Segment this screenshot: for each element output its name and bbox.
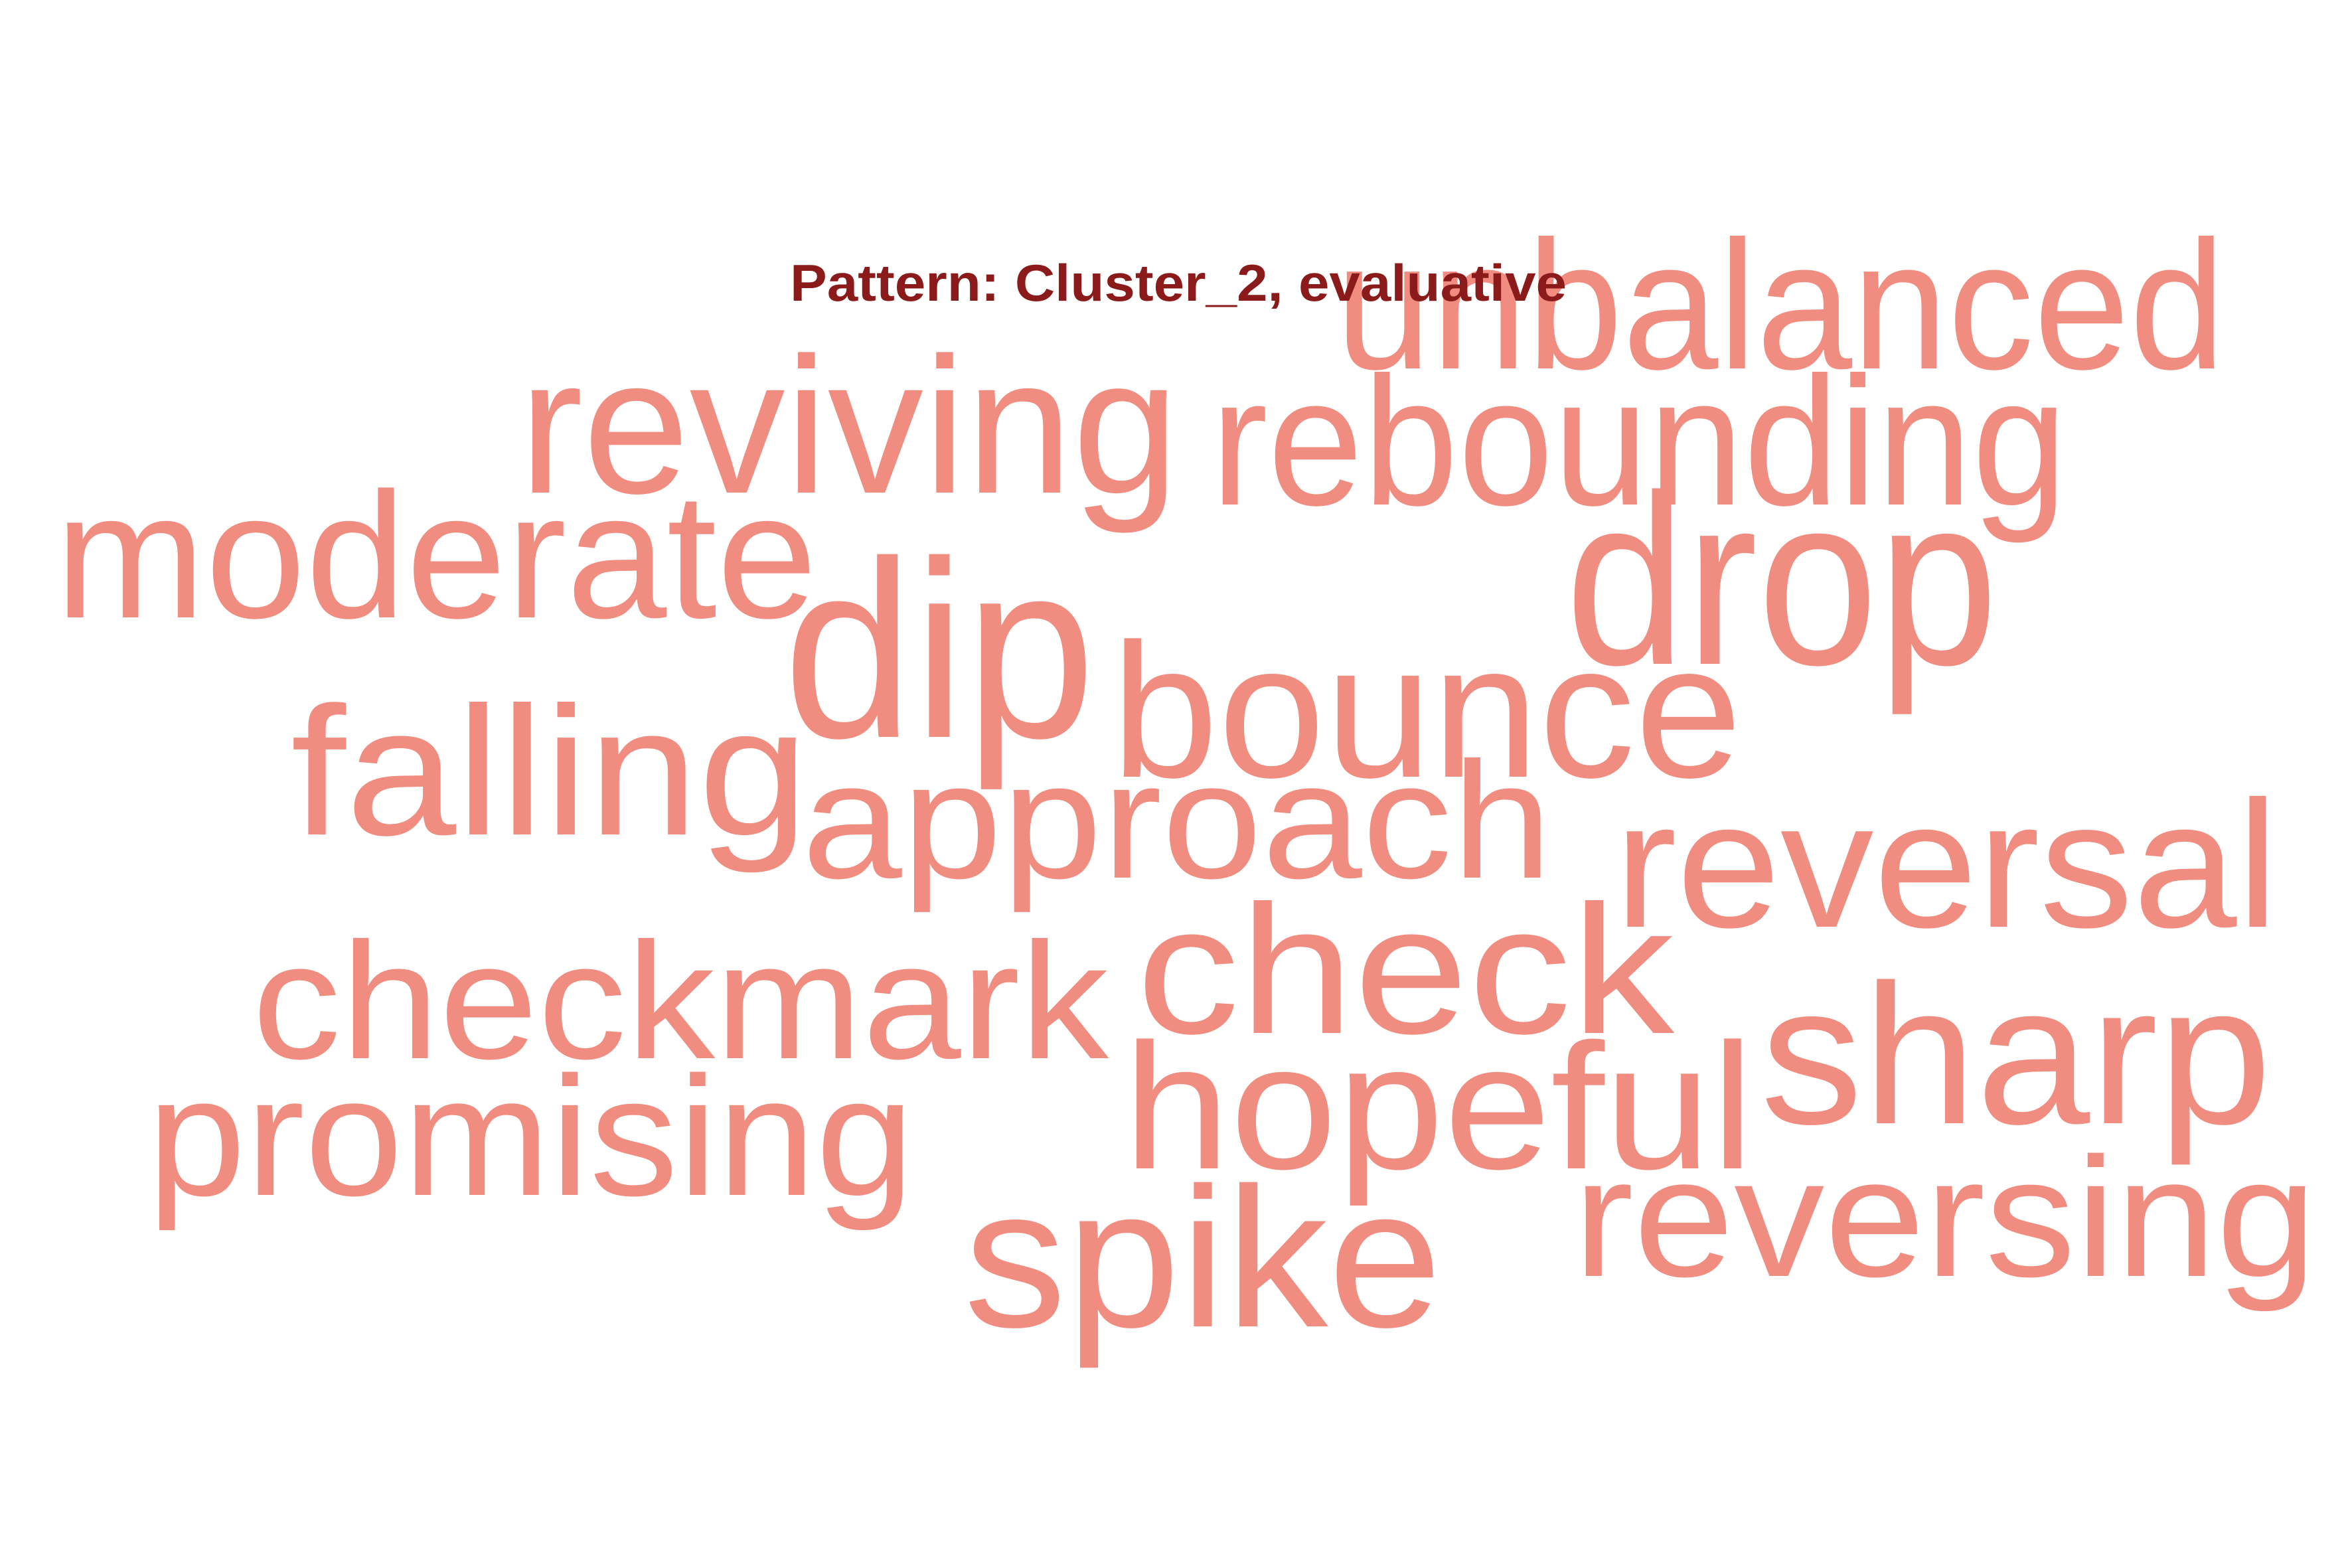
chart-title: Pattern: Cluster_2, evaluative [790,254,1567,312]
word-drop: drop [1565,445,1998,717]
word-spike: spike [964,1146,1442,1370]
word-bounce: bounce [1111,604,1742,818]
word-unbalanced: unbalanced [1336,203,2225,408]
word-reviving: reviving [519,317,1179,535]
word-reversal: reversal [1614,763,2278,965]
word-falling: falling [291,669,809,874]
word-moderate: moderate [55,456,817,656]
word-approach: approach [802,728,1552,913]
word-reversing: reversing [1573,1123,2317,1312]
word-dip: dip [783,509,1095,792]
word-checkmark: checkmark [252,908,1109,1093]
word-rebounding: rebounding [1211,339,2067,544]
word-promising: promising [147,1042,914,1231]
word-hopeful: hopeful [1123,1007,1754,1208]
word-check: check [1137,868,1678,1072]
word-sharp: sharp [1761,943,2272,1167]
